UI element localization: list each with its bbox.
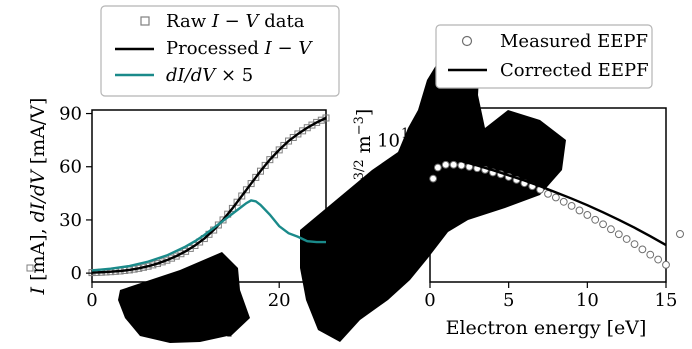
iv-legend-box	[100, 5, 340, 97]
iv-xlabel: V [V]	[185, 317, 233, 339]
eepf-measured-point	[551, 193, 560, 202]
eepf-xtick-label: 15	[655, 290, 678, 311]
eepf-xtick-label: 0	[424, 290, 435, 311]
iv-raw-point	[228, 204, 236, 212]
eepf-measured-point	[646, 250, 655, 259]
iv-raw-point	[266, 156, 274, 164]
eepf-legend-measured-label: Measured EEPF	[500, 31, 648, 52]
eepf-measured-point	[630, 240, 639, 249]
eepf-measured-point	[441, 160, 450, 169]
eepf-measured-point	[614, 230, 623, 239]
black-wedge-overlay	[118, 40, 566, 343]
eepf-legend: Measured EEPF Corrected EEPF	[435, 24, 653, 89]
iv-raw-point	[308, 121, 316, 129]
eepf-xlabel: Electron energy [eV]	[446, 317, 647, 339]
iv-legend-raw-marker	[140, 16, 150, 26]
iv-xtick-label: 20	[268, 290, 291, 311]
eepf-measured-point	[583, 211, 592, 219]
iv-ytick-label: 0	[71, 263, 82, 284]
iv-raw-point	[177, 250, 185, 258]
iv-raw-point	[289, 133, 297, 141]
iv-legend: Raw I − V data Processed I − V dI/dV × 5	[100, 5, 340, 97]
iv-derivative-line	[91, 199, 326, 272]
iv-raw-point	[299, 127, 307, 135]
eepf-ytick-label: 10	[377, 131, 400, 152]
iv-raw-point	[186, 244, 194, 252]
eepf-measured-point	[622, 235, 631, 243]
eepf-measured-point	[654, 255, 663, 264]
iv-ytick-label: 30	[59, 210, 82, 231]
iv-raw-point	[247, 180, 255, 188]
iv-xtick-label: 0	[86, 290, 97, 311]
iv-plot-frame	[91, 109, 327, 283]
iv-raw-point	[322, 114, 330, 122]
eepf-ylabel: EEPF [eV−3/2 m−3]	[352, 109, 376, 284]
eepf-plot-frame	[429, 107, 667, 283]
eepf-legend-box	[435, 24, 653, 89]
eepf-measured-point	[599, 220, 607, 229]
eepf-measured-point	[433, 163, 442, 172]
iv-raw-point	[242, 186, 250, 194]
eepf-measured-point	[449, 160, 458, 169]
iv-ylabel: I [mA], dI/dV [mA/V]	[27, 98, 49, 296]
iv-raw-point	[252, 173, 260, 181]
iv-stray-marker	[26, 264, 34, 272]
eepf-measured-point	[457, 161, 466, 170]
iv-raw-point	[214, 221, 222, 229]
eepf-ytick-exponent: 16	[401, 127, 418, 142]
iv-raw-point	[275, 146, 283, 154]
iv-raw-point	[271, 151, 279, 159]
iv-legend-raw-label: Raw I − V data	[166, 11, 305, 32]
iv-processed-line	[91, 116, 327, 274]
iv-raw-point	[317, 116, 325, 124]
eepf-ytick-label: 10	[377, 239, 400, 260]
eepf-measured-point	[607, 225, 615, 234]
eepf-xtick-label: 10	[576, 290, 599, 311]
iv-legend-derivative-label: dI/dV × 5	[166, 65, 253, 86]
eepf-xtick-label: 5	[503, 290, 514, 311]
eepf-measured-point	[662, 260, 670, 269]
eepf-legend-measured-marker	[461, 35, 473, 47]
iv-raw-point	[285, 137, 293, 145]
eepf-measured-point	[591, 215, 600, 224]
iv-raw-point	[256, 167, 264, 175]
iv-raw-point	[280, 141, 288, 149]
iv-xtick-label: 10	[174, 290, 197, 311]
iv-ytick-label: 90	[59, 104, 82, 125]
iv-raw-point	[233, 198, 241, 206]
eepf-measured-point	[638, 245, 647, 254]
eepf-measured-point	[567, 202, 576, 210]
eepf-corrected-line	[429, 151, 667, 247]
eepf-legend-corrected-label: Corrected EEPF	[500, 60, 649, 81]
eepf-measured-point	[429, 174, 438, 183]
iv-raw-point	[261, 161, 269, 169]
iv-legend-processed-label: Processed I − V	[166, 38, 313, 59]
eepf-ytick-exponent: 14	[401, 235, 418, 250]
eepf-stray-marker	[676, 230, 684, 238]
iv-ytick-label: 60	[59, 157, 82, 178]
iv-raw-point	[238, 192, 246, 200]
eepf-measured-point	[559, 197, 568, 206]
eepf-measured-point	[575, 206, 584, 215]
